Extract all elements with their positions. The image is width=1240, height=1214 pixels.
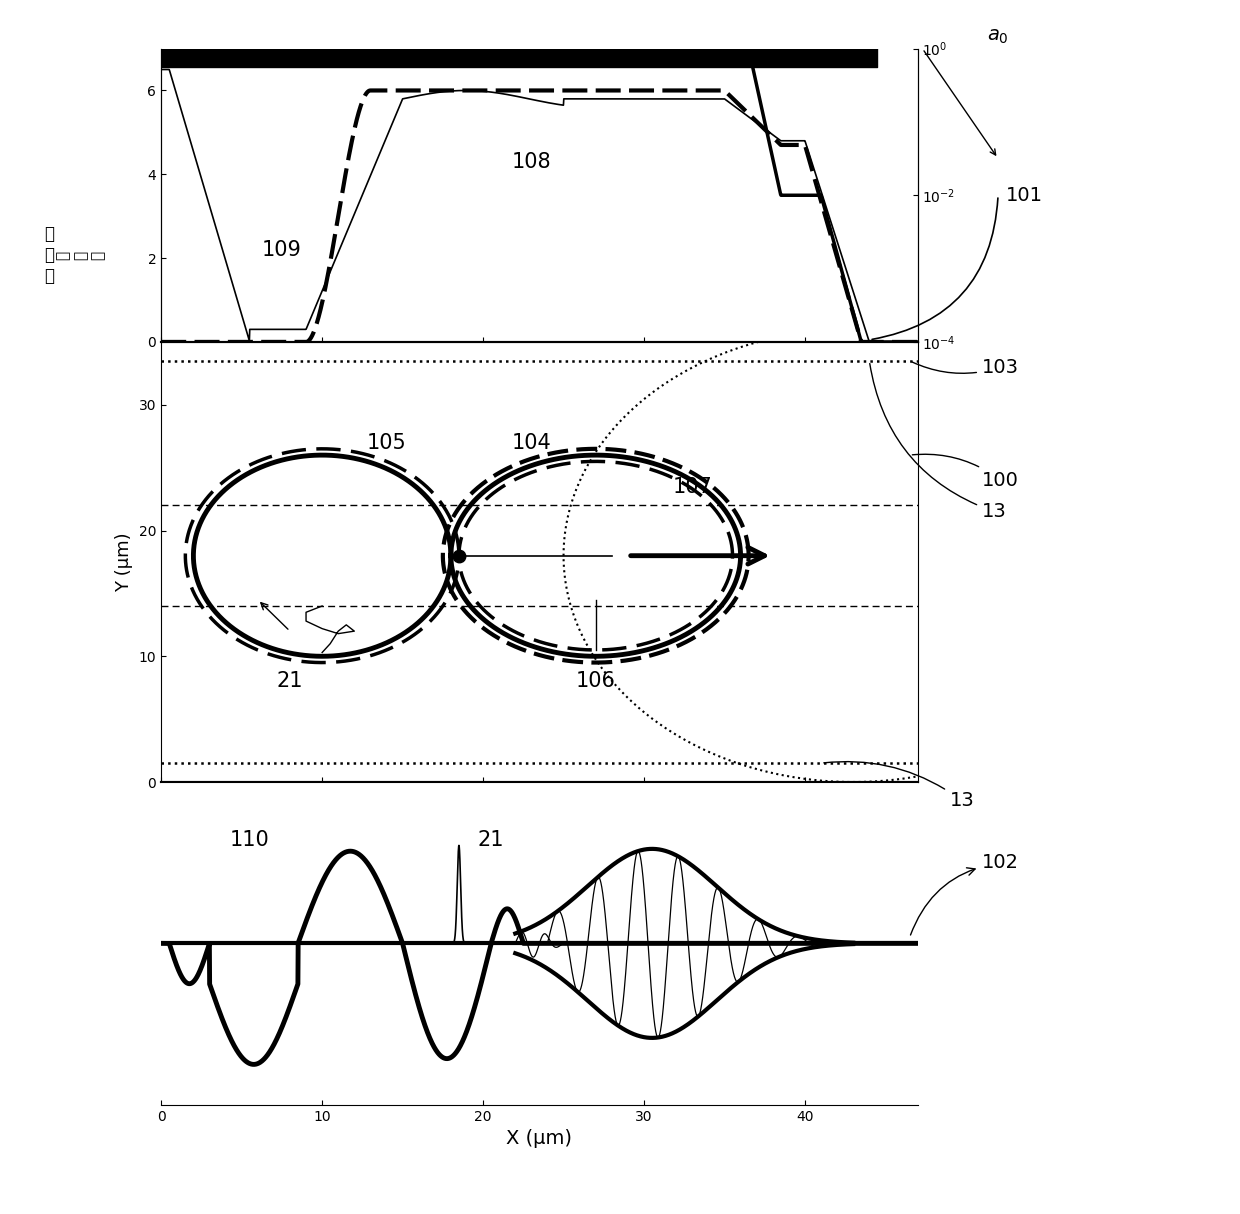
Text: 101: 101 — [1006, 186, 1043, 205]
Text: 气
密
度: 气 密 度 — [45, 225, 55, 285]
Text: 105: 105 — [367, 432, 407, 453]
Text: 107: 107 — [672, 477, 712, 497]
Text: 21: 21 — [477, 829, 505, 850]
Text: 110: 110 — [229, 829, 269, 850]
Text: 13: 13 — [823, 761, 975, 811]
Text: 13: 13 — [869, 363, 1007, 521]
Y-axis label: Y (μm): Y (μm) — [115, 532, 133, 591]
Text: 106: 106 — [575, 671, 616, 692]
Text: 102: 102 — [910, 853, 1019, 935]
Text: 电
密
度: 电 密 度 — [56, 250, 105, 260]
Text: 109: 109 — [262, 239, 301, 260]
Text: $a_0$: $a_0$ — [987, 27, 1009, 46]
Text: 104: 104 — [511, 432, 552, 453]
Text: 21: 21 — [277, 671, 304, 692]
X-axis label: X (μm): X (μm) — [506, 1129, 573, 1148]
Text: 103: 103 — [913, 358, 1019, 376]
Text: 100: 100 — [913, 454, 1019, 489]
Text: 108: 108 — [512, 152, 551, 171]
